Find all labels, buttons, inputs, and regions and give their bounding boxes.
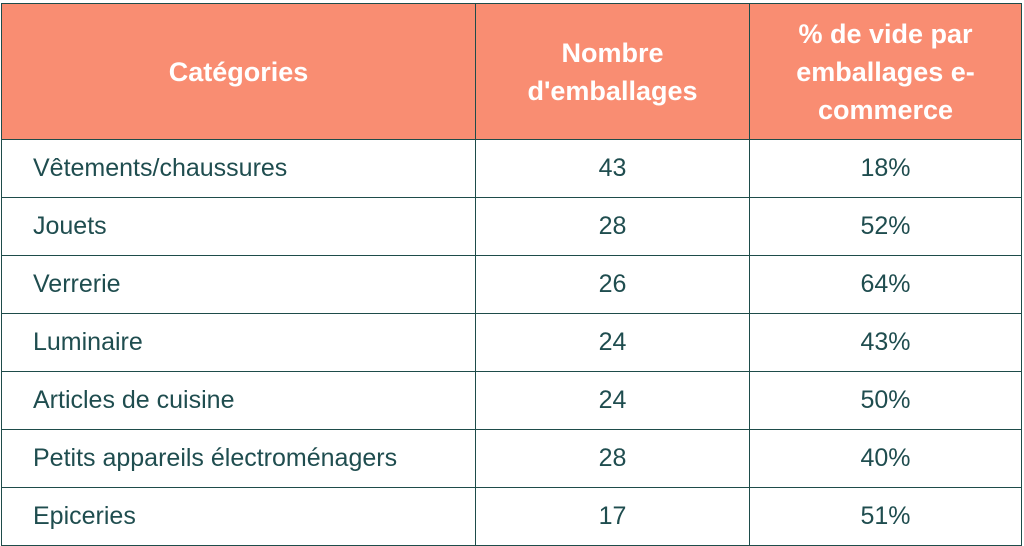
- row-category: Verrerie: [1, 255, 476, 314]
- row-count: 28: [475, 197, 750, 256]
- row-empty-pct: 52%: [749, 197, 1022, 256]
- row-category: Vêtements/chaussures: [1, 139, 476, 198]
- row-category: Petits appareils électroménagers: [1, 429, 476, 488]
- table-row: Petits appareils électroménagers 28 40%: [1, 429, 1022, 488]
- table-row: Jouets 28 52%: [1, 197, 1022, 256]
- table-row: Articles de cuisine 24 50%: [1, 371, 1022, 430]
- row-count: 24: [475, 313, 750, 372]
- row-category: Luminaire: [1, 313, 476, 372]
- table-row: Vêtements/chaussures 43 18%: [1, 139, 1022, 198]
- row-count: 24: [475, 371, 750, 430]
- row-category: Epiceries: [1, 487, 476, 546]
- table-row: Luminaire 24 43%: [1, 313, 1022, 372]
- row-empty-pct: 51%: [749, 487, 1022, 546]
- packaging-table: Catégories Nombre d'emballages % de vide…: [1, 3, 1022, 546]
- row-category: Articles de cuisine: [1, 371, 476, 430]
- header-count: Nombre d'emballages: [475, 3, 750, 140]
- table-row: Verrerie 26 64%: [1, 255, 1022, 314]
- packaging-table-container: Catégories Nombre d'emballages % de vide…: [1, 3, 1022, 546]
- row-count: 26: [475, 255, 750, 314]
- row-count: 43: [475, 139, 750, 198]
- row-empty-pct: 18%: [749, 139, 1022, 198]
- row-empty-pct: 64%: [749, 255, 1022, 314]
- header-category: Catégories: [1, 3, 476, 140]
- table-row: Epiceries 17 51%: [1, 487, 1022, 546]
- row-count: 28: [475, 429, 750, 488]
- header-row: Catégories Nombre d'emballages % de vide…: [1, 3, 1022, 140]
- header-empty-pct: % de vide par emballages e-commerce: [749, 3, 1022, 140]
- table-header: Catégories Nombre d'emballages % de vide…: [1, 3, 1022, 140]
- row-count: 17: [475, 487, 750, 546]
- row-category: Jouets: [1, 197, 476, 256]
- row-empty-pct: 43%: [749, 313, 1022, 372]
- row-empty-pct: 50%: [749, 371, 1022, 430]
- table-body: Vêtements/chaussures 43 18% Jouets 28 52…: [1, 139, 1022, 546]
- row-empty-pct: 40%: [749, 429, 1022, 488]
